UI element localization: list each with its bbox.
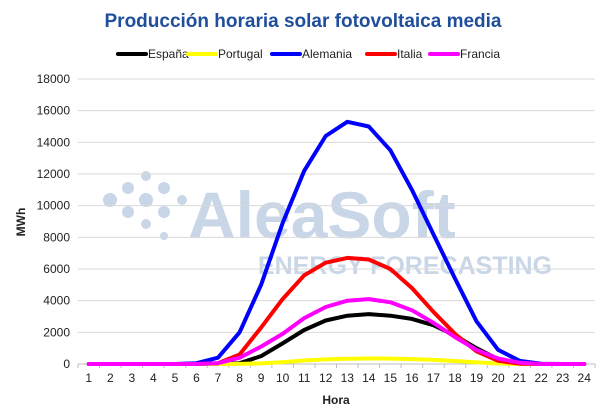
y-tick-label: 16000 bbox=[37, 104, 71, 118]
legend: España Portugal Alemania Italia Francia bbox=[116, 47, 500, 61]
x-tick-label: 22 bbox=[534, 371, 548, 385]
y-tick-label: 6000 bbox=[43, 262, 70, 276]
x-tick-label: 9 bbox=[258, 371, 265, 385]
series-line-francia bbox=[86, 297, 587, 366]
x-tick-label: 24 bbox=[578, 371, 592, 385]
legend-label: Italia bbox=[397, 47, 423, 61]
x-tick-label: 20 bbox=[491, 371, 505, 385]
watermark-dot bbox=[160, 232, 168, 240]
x-tick-label: 18 bbox=[448, 371, 462, 385]
watermark-dot bbox=[139, 193, 153, 207]
watermark-dot bbox=[103, 193, 117, 207]
x-tick-label: 3 bbox=[129, 371, 136, 385]
x-tick-label: 14 bbox=[362, 371, 376, 385]
x-axis-label: Hora bbox=[322, 393, 350, 407]
x-tick-label: 11 bbox=[298, 371, 311, 385]
watermark-dot bbox=[158, 182, 170, 194]
watermark-dot bbox=[177, 195, 187, 205]
watermark-dot bbox=[141, 171, 151, 181]
watermark-dot bbox=[158, 206, 170, 218]
y-tick-label: 12000 bbox=[37, 167, 71, 181]
grid bbox=[78, 78, 595, 333]
legend-label: Francia bbox=[460, 47, 500, 61]
axes: 0 2000 4000 6000 8000 10000 12000 14000 16000 180… bbox=[37, 72, 596, 385]
watermark-text: AleaSoft bbox=[188, 178, 456, 252]
series-lines bbox=[86, 119, 587, 366]
y-tick-label: 0 bbox=[63, 357, 70, 371]
y-tick-label: 18000 bbox=[37, 72, 71, 86]
watermark-dot bbox=[122, 182, 134, 194]
legend-label: Portugal bbox=[218, 47, 263, 61]
x-tick-label: 4 bbox=[150, 371, 157, 385]
x-tick-label: 21 bbox=[513, 371, 527, 385]
y-tick-label: 2000 bbox=[43, 325, 70, 339]
y-axis-label: MWh bbox=[14, 208, 28, 237]
x-tick-label: 16 bbox=[405, 371, 419, 385]
x-tick-label: 6 bbox=[193, 371, 200, 385]
x-tick-label: 19 bbox=[470, 371, 484, 385]
x-tick-label: 7 bbox=[215, 371, 222, 385]
x-tick-label: 13 bbox=[341, 371, 355, 385]
x-tick-label: 2 bbox=[107, 371, 114, 385]
y-tick-label: 10000 bbox=[37, 199, 71, 213]
y-tick-label: 8000 bbox=[43, 230, 70, 244]
x-tick-label: 23 bbox=[556, 371, 570, 385]
watermark-dot bbox=[141, 219, 151, 229]
x-tick-label: 1 bbox=[85, 371, 92, 385]
chart-title: Producción horaria solar fotovoltaica me… bbox=[105, 11, 502, 32]
x-tick-label: 15 bbox=[384, 371, 398, 385]
x-tick-label: 17 bbox=[427, 371, 441, 385]
legend-label: Alemania bbox=[302, 47, 352, 61]
x-tick-label: 10 bbox=[276, 371, 290, 385]
watermark-dot bbox=[122, 206, 134, 218]
y-tick-label: 4000 bbox=[43, 294, 70, 308]
x-tick-label: 5 bbox=[172, 371, 179, 385]
legend-label: España bbox=[148, 47, 189, 61]
y-tick-label: 14000 bbox=[37, 135, 71, 149]
x-tick-label: 8 bbox=[236, 371, 243, 385]
x-tick-label: 12 bbox=[319, 371, 333, 385]
